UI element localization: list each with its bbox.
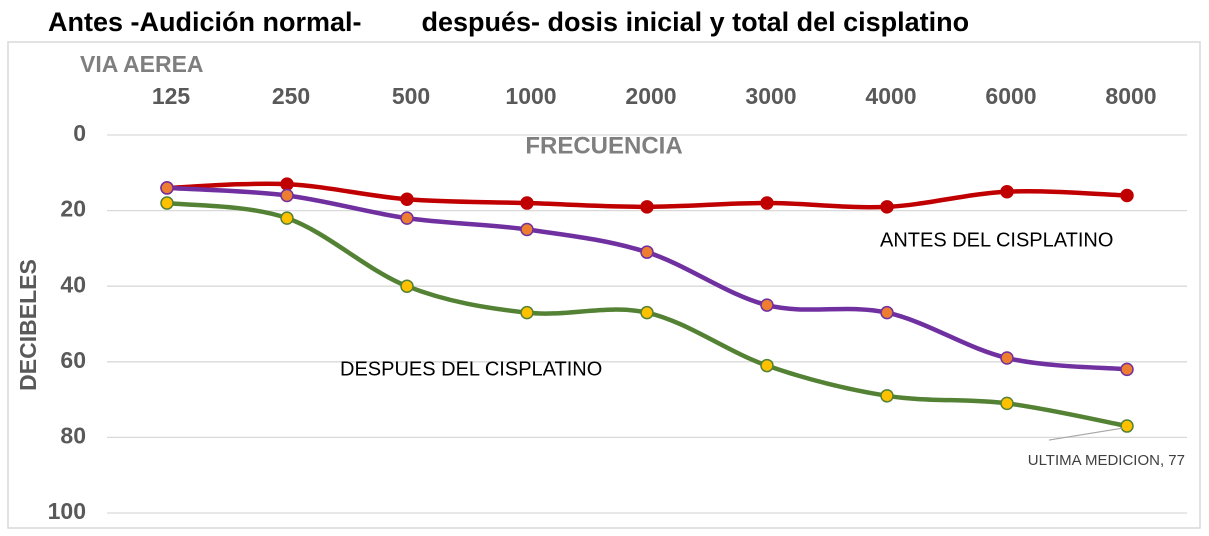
data-point <box>280 211 294 225</box>
data-point <box>880 200 894 214</box>
data-point <box>520 305 534 320</box>
data-point <box>280 177 294 191</box>
series-label: DESPUES DEL CISPLATINO <box>340 358 602 380</box>
data-point <box>280 188 294 203</box>
chart-border <box>7 41 1201 529</box>
y-tick-label: 80 <box>60 422 86 448</box>
data-point <box>520 196 534 210</box>
x-tick-label: 8000 <box>1105 83 1156 109</box>
data-point <box>1120 188 1134 203</box>
x-tick-label: 500 <box>392 83 430 109</box>
series-line <box>166 185 1128 372</box>
data-point <box>640 245 654 259</box>
x-tick-label: 2000 <box>625 83 676 109</box>
data-point <box>1000 396 1014 411</box>
x-tick-label: 250 <box>272 83 310 109</box>
leader-line <box>1048 427 1124 441</box>
data-point <box>400 279 414 293</box>
data-point <box>160 181 174 195</box>
data-point <box>1120 419 1134 433</box>
data-point <box>640 200 654 214</box>
data-point <box>520 222 534 237</box>
data-point <box>400 192 414 207</box>
data-point <box>760 196 774 210</box>
y-tick-label: 60 <box>60 347 86 373</box>
data-point <box>760 298 774 312</box>
x-label: FRECUENCIA <box>525 132 682 159</box>
data-label: ULTIMA MEDICION, 77 <box>1028 452 1185 469</box>
y-tick-label: 40 <box>60 271 86 297</box>
y-label: DECIBELES <box>15 259 41 391</box>
data-point <box>1000 184 1014 199</box>
x-axis-title: VIA AEREA <box>80 51 204 77</box>
y-tick-label: 100 <box>48 498 86 524</box>
y-tick-label: 20 <box>60 196 86 222</box>
series-label: ANTES DEL CISPLATINO <box>880 229 1113 251</box>
x-tick-label: 125 <box>152 83 191 109</box>
x-tick-label: 1000 <box>505 83 556 109</box>
data-point <box>160 196 174 210</box>
data-point <box>880 389 894 403</box>
y-tick-label: 0 <box>73 120 86 146</box>
data-point <box>760 358 774 373</box>
data-point <box>880 305 894 320</box>
data-point <box>1120 362 1134 377</box>
x-tick-label: 6000 <box>985 83 1036 109</box>
x-tick-label: 4000 <box>865 83 916 109</box>
x-tick-label: 3000 <box>745 83 796 109</box>
data-point <box>1000 351 1014 365</box>
data-point <box>400 211 414 225</box>
chart-title: Antes -Audición normal- después- dosis i… <box>48 7 969 37</box>
data-point <box>640 305 654 320</box>
